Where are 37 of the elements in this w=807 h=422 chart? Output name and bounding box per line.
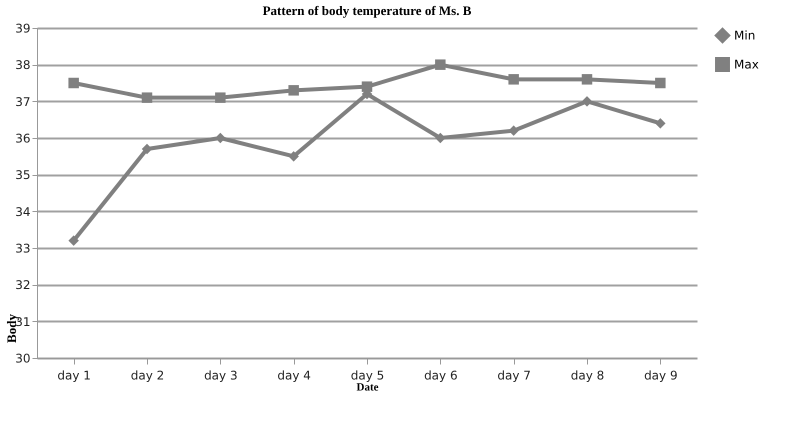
point [582, 96, 592, 107]
point [142, 144, 152, 154]
point [215, 132, 226, 144]
y-tick-label: 36 [15, 132, 30, 146]
x-tick-label: day 1 [57, 368, 91, 382]
point [68, 78, 79, 88]
x-axis-title: Date [356, 382, 379, 394]
x-tick-label: day 5 [350, 368, 384, 382]
point [68, 235, 79, 246]
y-tick-label: 32 [15, 278, 30, 292]
y-tick-label: 39 [15, 22, 30, 36]
x-tick-label: day 9 [644, 368, 678, 382]
x-tick-label: day 2 [130, 368, 164, 382]
x-tick-label: day 4 [277, 368, 311, 382]
y-tick-label: 37 [15, 94, 30, 109]
point [582, 74, 592, 85]
y-tick-label: 33 [15, 242, 30, 256]
point [142, 92, 152, 103]
x-tick-label: day 3 [204, 368, 238, 382]
point [215, 92, 226, 103]
y-tick-label: 38 [15, 58, 30, 72]
point [655, 78, 666, 88]
point [288, 151, 299, 162]
x-tick-label: day 7 [497, 368, 531, 382]
point [508, 74, 519, 85]
x-tick-label: day 8 [570, 368, 604, 382]
y-tick-label: 30 [15, 352, 30, 366]
legend-label: Max [734, 58, 759, 72]
y-tick-label: 34 [15, 204, 30, 219]
legend-label: Min [734, 28, 756, 42]
x-tick-label: day 6 [424, 368, 458, 382]
chart-title: Pattern of body temperature of Ms. B [262, 3, 472, 18]
point [435, 59, 446, 70]
y-tick-label: 35 [15, 168, 30, 182]
point [655, 118, 666, 129]
point [362, 81, 372, 92]
point [288, 85, 299, 96]
